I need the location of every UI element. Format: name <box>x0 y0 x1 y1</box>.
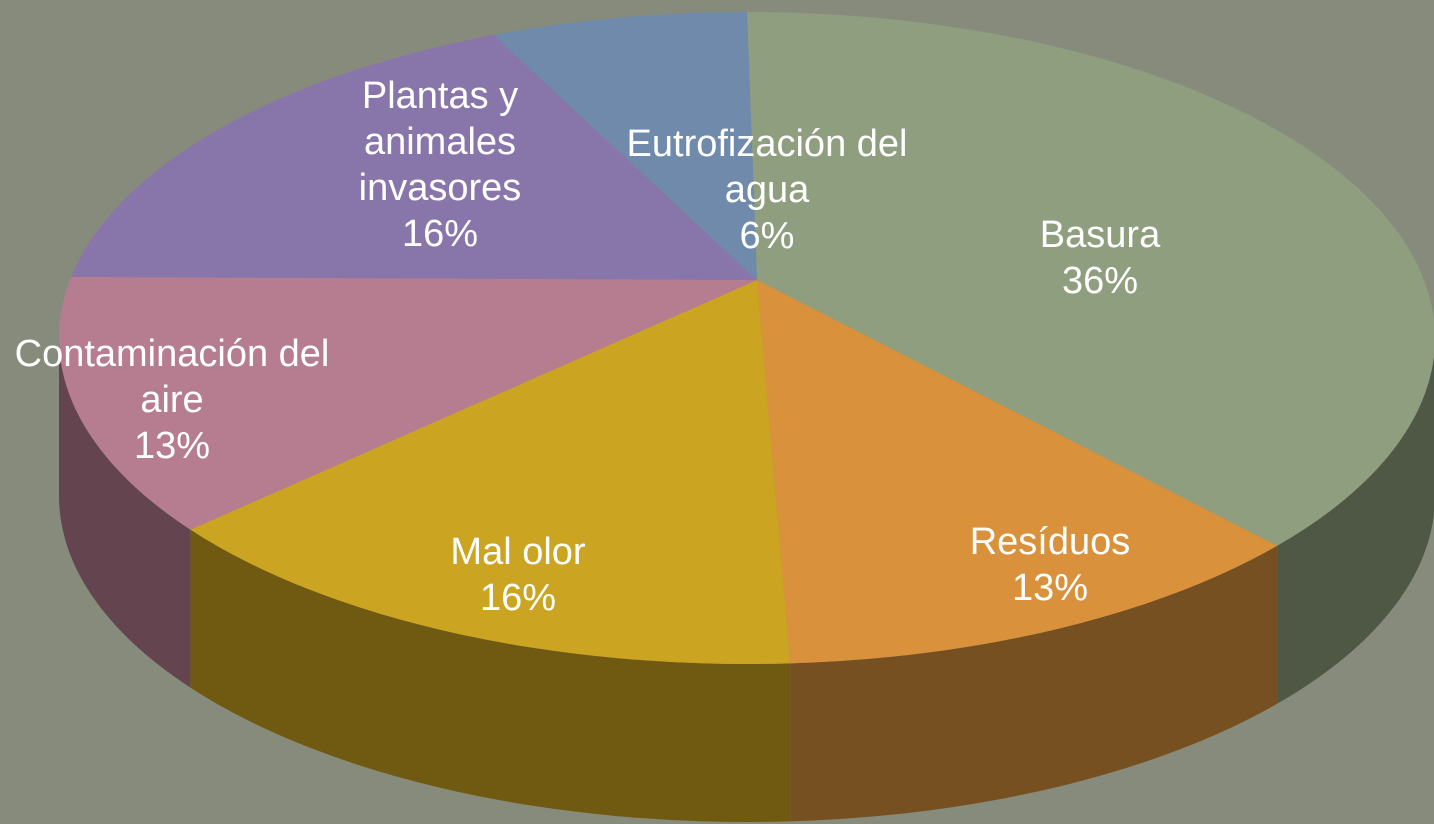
category-label: Resíduos <box>969 521 1131 563</box>
value-label: 13% <box>1011 567 1089 609</box>
category-label: Contaminación del aire <box>14 333 330 421</box>
slice-label: Plantas y animales invasores 16% <box>330 73 550 257</box>
category-label: Plantas y animales invasores <box>358 75 522 209</box>
slice-side <box>790 545 1278 822</box>
value-label: 13% <box>133 425 211 467</box>
slice-label: Resíduos 13% <box>900 519 1200 611</box>
slice <box>71 34 757 280</box>
value-label: 36% <box>1061 260 1139 302</box>
slice <box>757 280 1278 664</box>
category-label: Eutrofización del agua <box>626 123 908 211</box>
category-label: Mal olor <box>450 531 586 573</box>
category-label: Basura <box>1039 214 1161 256</box>
slice-side <box>1277 354 1434 704</box>
slice <box>190 280 791 664</box>
slice-label: Mal olor 16% <box>368 529 668 621</box>
slice <box>747 12 1434 546</box>
slice-side <box>59 338 191 688</box>
slice <box>493 11 757 280</box>
slice-side <box>190 529 791 822</box>
value-label: 16% <box>401 213 479 255</box>
slice-label: Basura 36% <box>950 212 1250 304</box>
value-label: 6% <box>739 215 795 257</box>
slice-label: Eutrofización del agua 6% <box>617 121 917 259</box>
value-label: 16% <box>479 577 557 619</box>
slice <box>59 276 757 530</box>
slice-label: Contaminación del aire 13% <box>2 331 342 469</box>
